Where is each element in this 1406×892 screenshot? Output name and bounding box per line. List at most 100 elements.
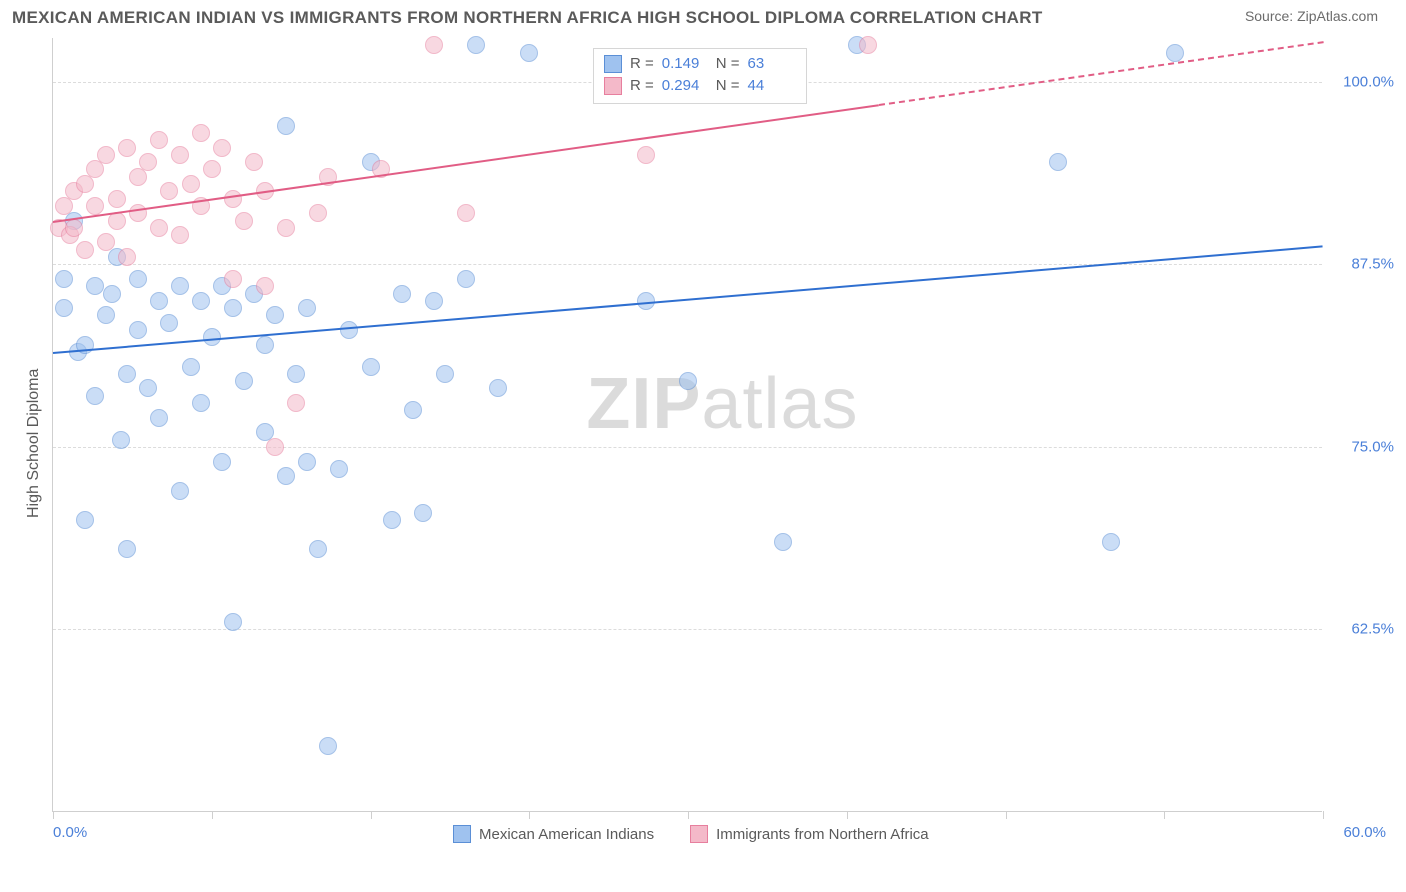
data-point — [203, 160, 221, 178]
data-point — [774, 533, 792, 551]
stat-label-r: R = — [630, 53, 654, 75]
watermark: ZIPatlas — [586, 363, 858, 445]
data-point — [425, 292, 443, 310]
x-tick — [371, 811, 372, 819]
data-point — [520, 44, 538, 62]
data-point — [425, 36, 443, 54]
data-point — [489, 379, 507, 397]
stat-label-r: R = — [630, 75, 654, 97]
trend-line-dashed — [878, 41, 1323, 106]
data-point — [436, 365, 454, 383]
data-point — [414, 504, 432, 522]
stat-value-r: 0.149 — [662, 53, 708, 75]
data-point — [679, 372, 697, 390]
data-point — [213, 139, 231, 157]
data-point — [309, 540, 327, 558]
data-point — [287, 365, 305, 383]
data-point — [150, 409, 168, 427]
data-point — [65, 219, 83, 237]
stat-value-r: 0.294 — [662, 75, 708, 97]
x-axis-max-label: 60.0% — [1343, 824, 1386, 841]
data-point — [192, 394, 210, 412]
data-point — [182, 175, 200, 193]
data-point — [393, 285, 411, 303]
gridline — [53, 629, 1322, 630]
stat-label-n: N = — [716, 75, 740, 97]
data-point — [309, 204, 327, 222]
data-point — [277, 467, 295, 485]
data-point — [859, 36, 877, 54]
data-point — [86, 387, 104, 405]
data-point — [139, 379, 157, 397]
plot-area: ZIPatlas High School Diploma 62.5%75.0%8… — [52, 38, 1322, 812]
data-point — [287, 394, 305, 412]
data-point — [1102, 533, 1120, 551]
data-point — [319, 737, 337, 755]
x-axis-min-label: 0.0% — [53, 824, 87, 841]
chart-title: MEXICAN AMERICAN INDIAN VS IMMIGRANTS FR… — [12, 8, 1043, 28]
data-point — [171, 146, 189, 164]
data-point — [256, 277, 274, 295]
stats-row: R = 0.149 N = 63 — [604, 53, 794, 75]
y-tick-label: 62.5% — [1330, 621, 1394, 638]
data-point — [277, 117, 295, 135]
stat-value-n: 63 — [748, 53, 794, 75]
x-tick — [847, 811, 848, 819]
legend-swatch — [690, 825, 708, 843]
data-point — [298, 453, 316, 471]
data-point — [277, 219, 295, 237]
legend-swatch — [604, 77, 622, 95]
data-point — [224, 613, 242, 631]
chart-source: Source: ZipAtlas.com — [1245, 8, 1378, 24]
data-point — [224, 270, 242, 288]
data-point — [457, 204, 475, 222]
x-tick — [529, 811, 530, 819]
data-point — [103, 285, 121, 303]
data-point — [55, 270, 73, 288]
data-point — [298, 299, 316, 317]
data-point — [118, 540, 136, 558]
data-point — [97, 306, 115, 324]
data-point — [160, 182, 178, 200]
data-point — [256, 336, 274, 354]
data-point — [86, 197, 104, 215]
data-point — [192, 124, 210, 142]
bottom-legend: Mexican American IndiansImmigrants from … — [453, 825, 929, 843]
data-point — [97, 146, 115, 164]
data-point — [129, 321, 147, 339]
x-tick — [688, 811, 689, 819]
stat-value-n: 44 — [748, 75, 794, 97]
y-tick-label: 87.5% — [1330, 256, 1394, 273]
data-point — [224, 299, 242, 317]
data-point — [108, 190, 126, 208]
data-point — [150, 131, 168, 149]
data-point — [340, 321, 358, 339]
data-point — [235, 372, 253, 390]
data-point — [171, 482, 189, 500]
data-point — [182, 358, 200, 376]
y-axis-label: High School Diploma — [25, 368, 43, 517]
data-point — [171, 226, 189, 244]
y-tick-label: 75.0% — [1330, 438, 1394, 455]
legend-item: Mexican American Indians — [453, 825, 654, 843]
data-point — [1049, 153, 1067, 171]
x-tick — [212, 811, 213, 819]
data-point — [404, 401, 422, 419]
data-point — [139, 153, 157, 171]
data-point — [112, 431, 130, 449]
trend-line — [53, 245, 1323, 354]
data-point — [266, 438, 284, 456]
data-point — [118, 248, 136, 266]
stat-label-n: N = — [716, 53, 740, 75]
data-point — [235, 212, 253, 230]
data-point — [192, 292, 210, 310]
data-point — [637, 146, 655, 164]
legend-label: Mexican American Indians — [479, 826, 654, 843]
data-point — [97, 233, 115, 251]
data-point — [457, 270, 475, 288]
chart-container: ZIPatlas High School Diploma 62.5% 75.0% 8… — [0, 32, 1406, 862]
x-tick — [1164, 811, 1165, 819]
data-point — [86, 277, 104, 295]
x-tick — [53, 811, 54, 819]
data-point — [245, 153, 263, 171]
